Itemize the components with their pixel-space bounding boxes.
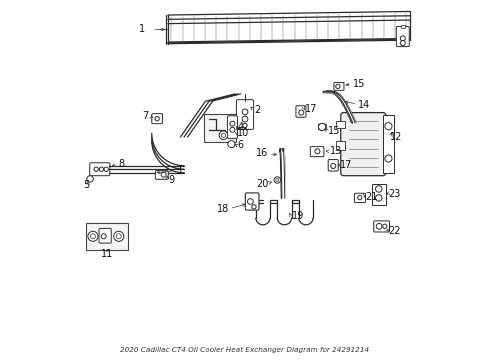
Circle shape xyxy=(400,41,405,45)
Text: 17: 17 xyxy=(305,104,318,114)
Text: 5: 5 xyxy=(84,180,90,190)
Circle shape xyxy=(230,127,235,132)
Circle shape xyxy=(375,186,382,192)
Text: 13: 13 xyxy=(330,146,342,156)
Circle shape xyxy=(242,109,248,115)
FancyBboxPatch shape xyxy=(296,106,306,117)
Circle shape xyxy=(358,195,362,200)
FancyBboxPatch shape xyxy=(310,147,324,157)
Text: 8: 8 xyxy=(119,159,125,169)
Text: 7: 7 xyxy=(142,111,148,121)
FancyBboxPatch shape xyxy=(152,114,163,124)
Bar xyxy=(204,114,236,142)
Circle shape xyxy=(221,133,225,137)
Circle shape xyxy=(116,234,122,239)
FancyBboxPatch shape xyxy=(318,124,326,130)
FancyBboxPatch shape xyxy=(374,221,390,232)
Circle shape xyxy=(274,177,280,183)
Circle shape xyxy=(242,116,248,122)
Bar xyxy=(87,223,128,250)
Circle shape xyxy=(383,224,387,228)
Circle shape xyxy=(376,224,382,229)
FancyBboxPatch shape xyxy=(245,193,259,210)
Circle shape xyxy=(88,231,98,241)
Text: 23: 23 xyxy=(389,189,401,199)
Circle shape xyxy=(385,155,392,162)
Text: 16: 16 xyxy=(256,148,269,158)
Text: 9: 9 xyxy=(168,175,174,185)
Circle shape xyxy=(331,163,336,168)
Circle shape xyxy=(375,195,382,201)
Text: 15: 15 xyxy=(353,79,365,89)
Text: 4: 4 xyxy=(237,122,243,132)
Circle shape xyxy=(385,123,392,130)
FancyBboxPatch shape xyxy=(236,100,254,130)
FancyBboxPatch shape xyxy=(155,171,168,179)
Text: 1: 1 xyxy=(139,24,146,35)
Circle shape xyxy=(276,179,279,181)
Circle shape xyxy=(155,117,159,121)
Circle shape xyxy=(87,176,93,182)
Text: 17: 17 xyxy=(340,160,352,170)
Circle shape xyxy=(400,36,405,41)
Circle shape xyxy=(104,167,108,171)
Text: 11: 11 xyxy=(101,249,113,259)
Circle shape xyxy=(243,123,247,128)
Text: 14: 14 xyxy=(358,100,370,110)
Text: 22: 22 xyxy=(389,226,401,236)
Text: 21: 21 xyxy=(365,192,377,202)
Text: 2020 Cadillac CT4 Oil Cooler Heat Exchanger Diagram for 24291214: 2020 Cadillac CT4 Oil Cooler Heat Exchan… xyxy=(121,347,369,353)
Bar xyxy=(401,25,405,28)
Circle shape xyxy=(161,172,166,177)
FancyBboxPatch shape xyxy=(396,27,409,46)
Bar xyxy=(337,121,345,128)
FancyBboxPatch shape xyxy=(99,228,111,243)
Text: 19: 19 xyxy=(292,211,304,221)
Circle shape xyxy=(336,84,340,89)
Text: 12: 12 xyxy=(390,132,403,142)
Text: 6: 6 xyxy=(237,140,243,150)
Circle shape xyxy=(315,149,320,154)
FancyBboxPatch shape xyxy=(354,193,366,203)
Circle shape xyxy=(252,205,256,209)
Circle shape xyxy=(230,121,235,126)
Circle shape xyxy=(99,167,104,171)
Circle shape xyxy=(318,123,326,131)
Text: 18: 18 xyxy=(217,204,229,214)
FancyBboxPatch shape xyxy=(227,116,238,138)
Text: 2: 2 xyxy=(254,105,260,115)
Bar xyxy=(337,140,345,149)
FancyBboxPatch shape xyxy=(341,113,386,176)
Circle shape xyxy=(101,234,106,239)
Circle shape xyxy=(94,167,98,171)
Text: 10: 10 xyxy=(237,129,249,138)
FancyBboxPatch shape xyxy=(328,159,338,171)
Circle shape xyxy=(228,140,235,148)
Circle shape xyxy=(247,199,253,204)
Text: 3: 3 xyxy=(175,166,181,176)
FancyBboxPatch shape xyxy=(90,163,110,176)
Bar xyxy=(372,184,386,205)
Circle shape xyxy=(91,234,96,239)
Bar xyxy=(383,116,394,173)
Text: 15: 15 xyxy=(327,126,340,135)
Circle shape xyxy=(219,131,228,139)
FancyBboxPatch shape xyxy=(334,82,344,90)
Text: 20: 20 xyxy=(256,179,269,189)
Circle shape xyxy=(114,231,124,241)
Circle shape xyxy=(299,110,304,115)
